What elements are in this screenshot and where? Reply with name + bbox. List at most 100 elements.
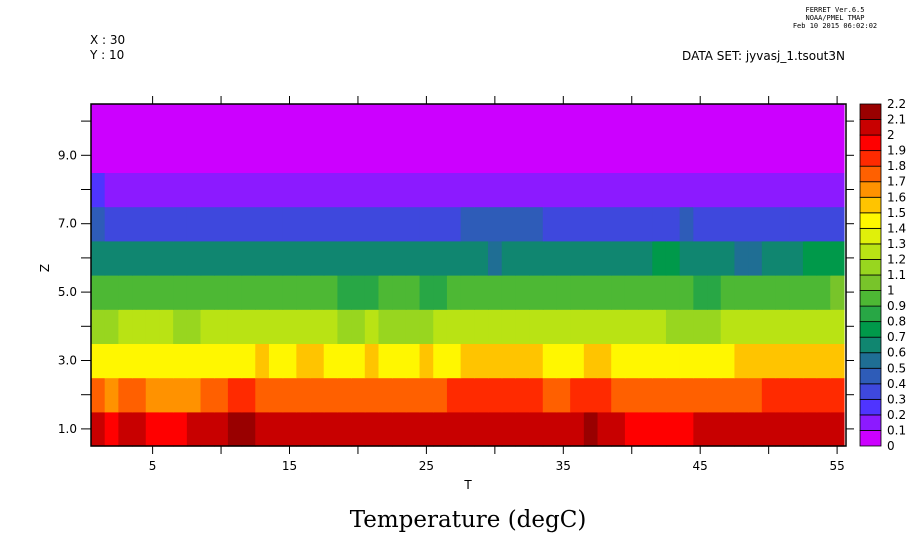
heatmap-cell (364, 206, 380, 242)
heatmap-cell (351, 172, 366, 208)
heatmap-cell (816, 343, 831, 379)
colorbar-label: 1 (887, 284, 895, 298)
y-position-label: Y : 10 (89, 48, 124, 62)
heatmap-cell (542, 309, 558, 344)
heatmap-cell (91, 104, 106, 139)
heatmap-cell (364, 275, 380, 310)
heatmap-cell (638, 411, 653, 447)
heatmap-cell (734, 138, 749, 173)
colorbar-label: 0.3 (887, 392, 906, 406)
heatmap-cell (186, 138, 202, 173)
heatmap-cell (91, 411, 106, 447)
heatmap-cell (392, 138, 407, 173)
heatmap-cell (337, 104, 352, 139)
colorbar-swatch (859, 430, 882, 447)
heatmap-cell (624, 377, 640, 413)
heatmap-cell (159, 275, 174, 310)
heatmap-cell (91, 172, 106, 208)
heatmap-cell (241, 240, 256, 276)
heatmap-cell (734, 104, 749, 139)
heatmap-cell (624, 172, 640, 208)
heatmap-cell (323, 240, 339, 276)
heatmap-cell (118, 240, 133, 276)
heatmap-cell (474, 411, 489, 447)
heatmap-cell (446, 206, 462, 242)
heatmap-cell (323, 377, 339, 413)
heatmap-cell (282, 343, 297, 379)
heatmap-cell (214, 275, 229, 310)
heatmap-cell (789, 104, 804, 139)
heatmap-cell (529, 411, 544, 447)
heatmap-cell (501, 411, 516, 447)
heatmap-cell (364, 240, 380, 276)
heatmap-cell (611, 138, 626, 173)
heatmap-cell (159, 206, 174, 242)
heatmap-cell (789, 138, 804, 173)
heatmap-cells (91, 104, 845, 447)
heatmap-cell (474, 104, 489, 139)
colorbar-label: 0.8 (887, 315, 906, 329)
heatmap-cell (515, 206, 530, 242)
heatmap-cell (474, 309, 489, 344)
heatmap-cell (241, 377, 256, 413)
heatmap-cell (433, 343, 448, 379)
heatmap-cell (556, 206, 571, 242)
heatmap-cell (474, 377, 489, 413)
heatmap-cell (173, 411, 188, 447)
colorbar-label: 0.6 (887, 346, 906, 360)
heatmap-cell (556, 343, 571, 379)
heatmap-cell (433, 275, 448, 310)
heatmap-cell (296, 172, 311, 208)
heatmap-cell (693, 240, 708, 276)
heatmap-cell (268, 377, 284, 413)
heatmap-cell (761, 206, 777, 242)
heatmap-cell (433, 240, 448, 276)
heatmap-cell (597, 411, 612, 447)
heatmap-cell (132, 206, 147, 242)
heatmap-cell (802, 275, 818, 310)
heatmap-cell (419, 343, 434, 379)
heatmap-cell (775, 275, 790, 310)
heatmap-cell (405, 275, 421, 310)
heatmap-cell (748, 104, 763, 139)
heatmap-cell (665, 138, 681, 173)
colorbar: 0 0.10.2 0.30.4 0.50.6 0.70.8 0.91 1.1 1.21.3 1.… (859, 97, 906, 453)
heatmap-cell (583, 309, 599, 344)
heatmap-cell (570, 172, 585, 208)
heatmap-cell (542, 275, 558, 310)
heatmap-cell (200, 343, 215, 379)
heatmap-cell (775, 206, 790, 242)
heatmap-cell (665, 240, 681, 276)
heatmap-cell (310, 172, 325, 208)
heatmap-cell (214, 172, 229, 208)
y-tick-label: 5.0 (58, 285, 77, 299)
heatmap-cell (351, 377, 366, 413)
heatmap-cell (378, 206, 393, 242)
heatmap-cell (679, 240, 694, 276)
heatmap-cell (282, 309, 297, 344)
heatmap-cell (405, 138, 421, 173)
heatmap-cell (310, 377, 325, 413)
heatmap-cell (405, 172, 421, 208)
heatmap-cell (638, 104, 653, 139)
heatmap-cell (624, 104, 640, 139)
heatmap-cell (638, 206, 653, 242)
colorbar-label: 1.2 (887, 252, 906, 266)
colorbar-swatch (859, 336, 882, 354)
heatmap-cell (296, 138, 311, 173)
y-axis-label: Z (38, 264, 52, 272)
heatmap-cell (241, 343, 256, 379)
heatmap-cell (200, 172, 215, 208)
heatmap-cell (707, 104, 722, 139)
heatmap-cell (159, 240, 174, 276)
heatmap-cell (638, 172, 653, 208)
heatmap-cell (720, 343, 736, 379)
heatmap-cell (488, 377, 503, 413)
heatmap-cell (255, 377, 270, 413)
heatmap-cell (132, 240, 147, 276)
heatmap-cell (200, 104, 215, 139)
heatmap-cell (638, 309, 653, 344)
heatmap-cell (282, 275, 297, 310)
heatmap-cell (104, 411, 119, 447)
heatmap-cell (159, 138, 174, 173)
